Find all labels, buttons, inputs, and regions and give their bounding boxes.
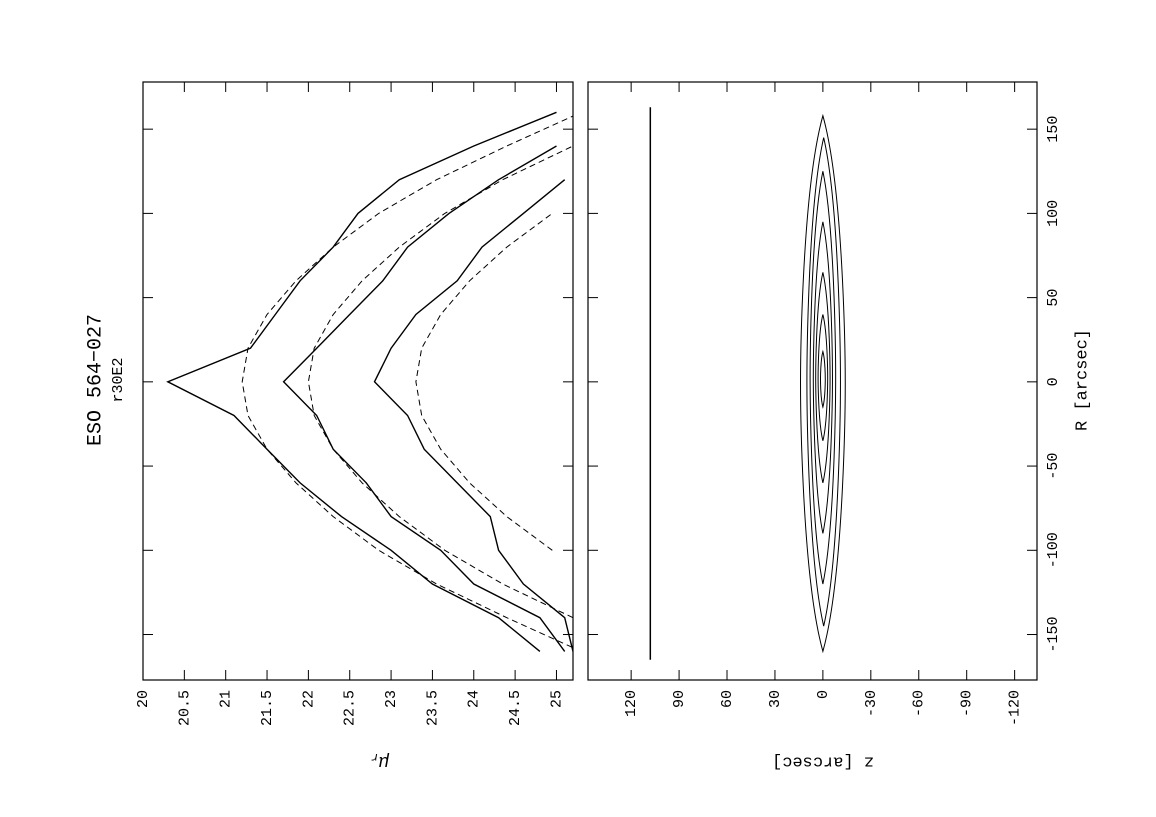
y-tick-label: 23	[383, 690, 400, 708]
y-tick-label: 22.5	[342, 690, 359, 726]
x-tick-label: 0	[1045, 377, 1062, 386]
y-tick-label: -60	[911, 690, 928, 717]
y-tick-label: 21.5	[259, 690, 276, 726]
y-tick-label: 60	[719, 690, 736, 708]
x-tick-label: -150	[1045, 617, 1062, 653]
profile-panel	[142, 81, 574, 681]
isophote	[809, 171, 837, 585]
isophote	[800, 113, 846, 654]
profile-line	[241, 115, 573, 649]
y-tick-label: 0	[815, 690, 832, 699]
isophote	[812, 221, 833, 534]
y-axis-label-main: μ	[378, 751, 390, 771]
profile-line	[166, 111, 557, 652]
x-axis-label: R [arcsec]	[1073, 329, 1092, 431]
y-tick-label: 23.5	[424, 690, 441, 726]
chart-title: ESO 564−027	[84, 314, 107, 446]
x-tick-label: -100	[1045, 532, 1062, 568]
isophote	[819, 349, 826, 409]
y-tick-label: 22	[300, 690, 317, 708]
y-tick-label: 25	[548, 690, 565, 708]
x-tick-label: 50	[1045, 289, 1062, 307]
isophote	[806, 137, 841, 627]
y-axis-label-sub: r	[371, 750, 378, 764]
profile-line	[373, 179, 573, 652]
y-tick-label: 120	[623, 690, 640, 717]
isophote	[817, 314, 829, 441]
y-tick-label: -90	[959, 690, 976, 717]
y-tick-label: 21	[218, 690, 235, 708]
y-tick-label: 20.5	[176, 690, 193, 726]
y-tick-label: 24.5	[507, 690, 524, 726]
z-axis-label: z [arcsec]	[772, 752, 874, 771]
isophote	[815, 272, 831, 484]
profile-line	[415, 212, 553, 551]
y-tick-label: 90	[671, 690, 688, 708]
plot-area	[166, 111, 573, 652]
y-tick-label: -30	[863, 690, 880, 717]
x-tick-label: 150	[1045, 116, 1062, 143]
y-tick-label: -120	[1007, 690, 1024, 726]
y-axis-label: μr	[371, 750, 390, 771]
x-tick-label: 100	[1045, 200, 1062, 227]
profile-line	[282, 145, 566, 652]
x-tick-label: -50	[1045, 453, 1062, 480]
y-tick-label: 20	[135, 690, 152, 708]
plot-area	[649, 107, 846, 660]
contour-panel	[587, 81, 1038, 681]
y-tick-label: 30	[767, 690, 784, 708]
profile-line	[307, 145, 573, 619]
y-tick-label: 24	[466, 690, 483, 708]
chart-subtitle: r30E2	[110, 357, 127, 402]
